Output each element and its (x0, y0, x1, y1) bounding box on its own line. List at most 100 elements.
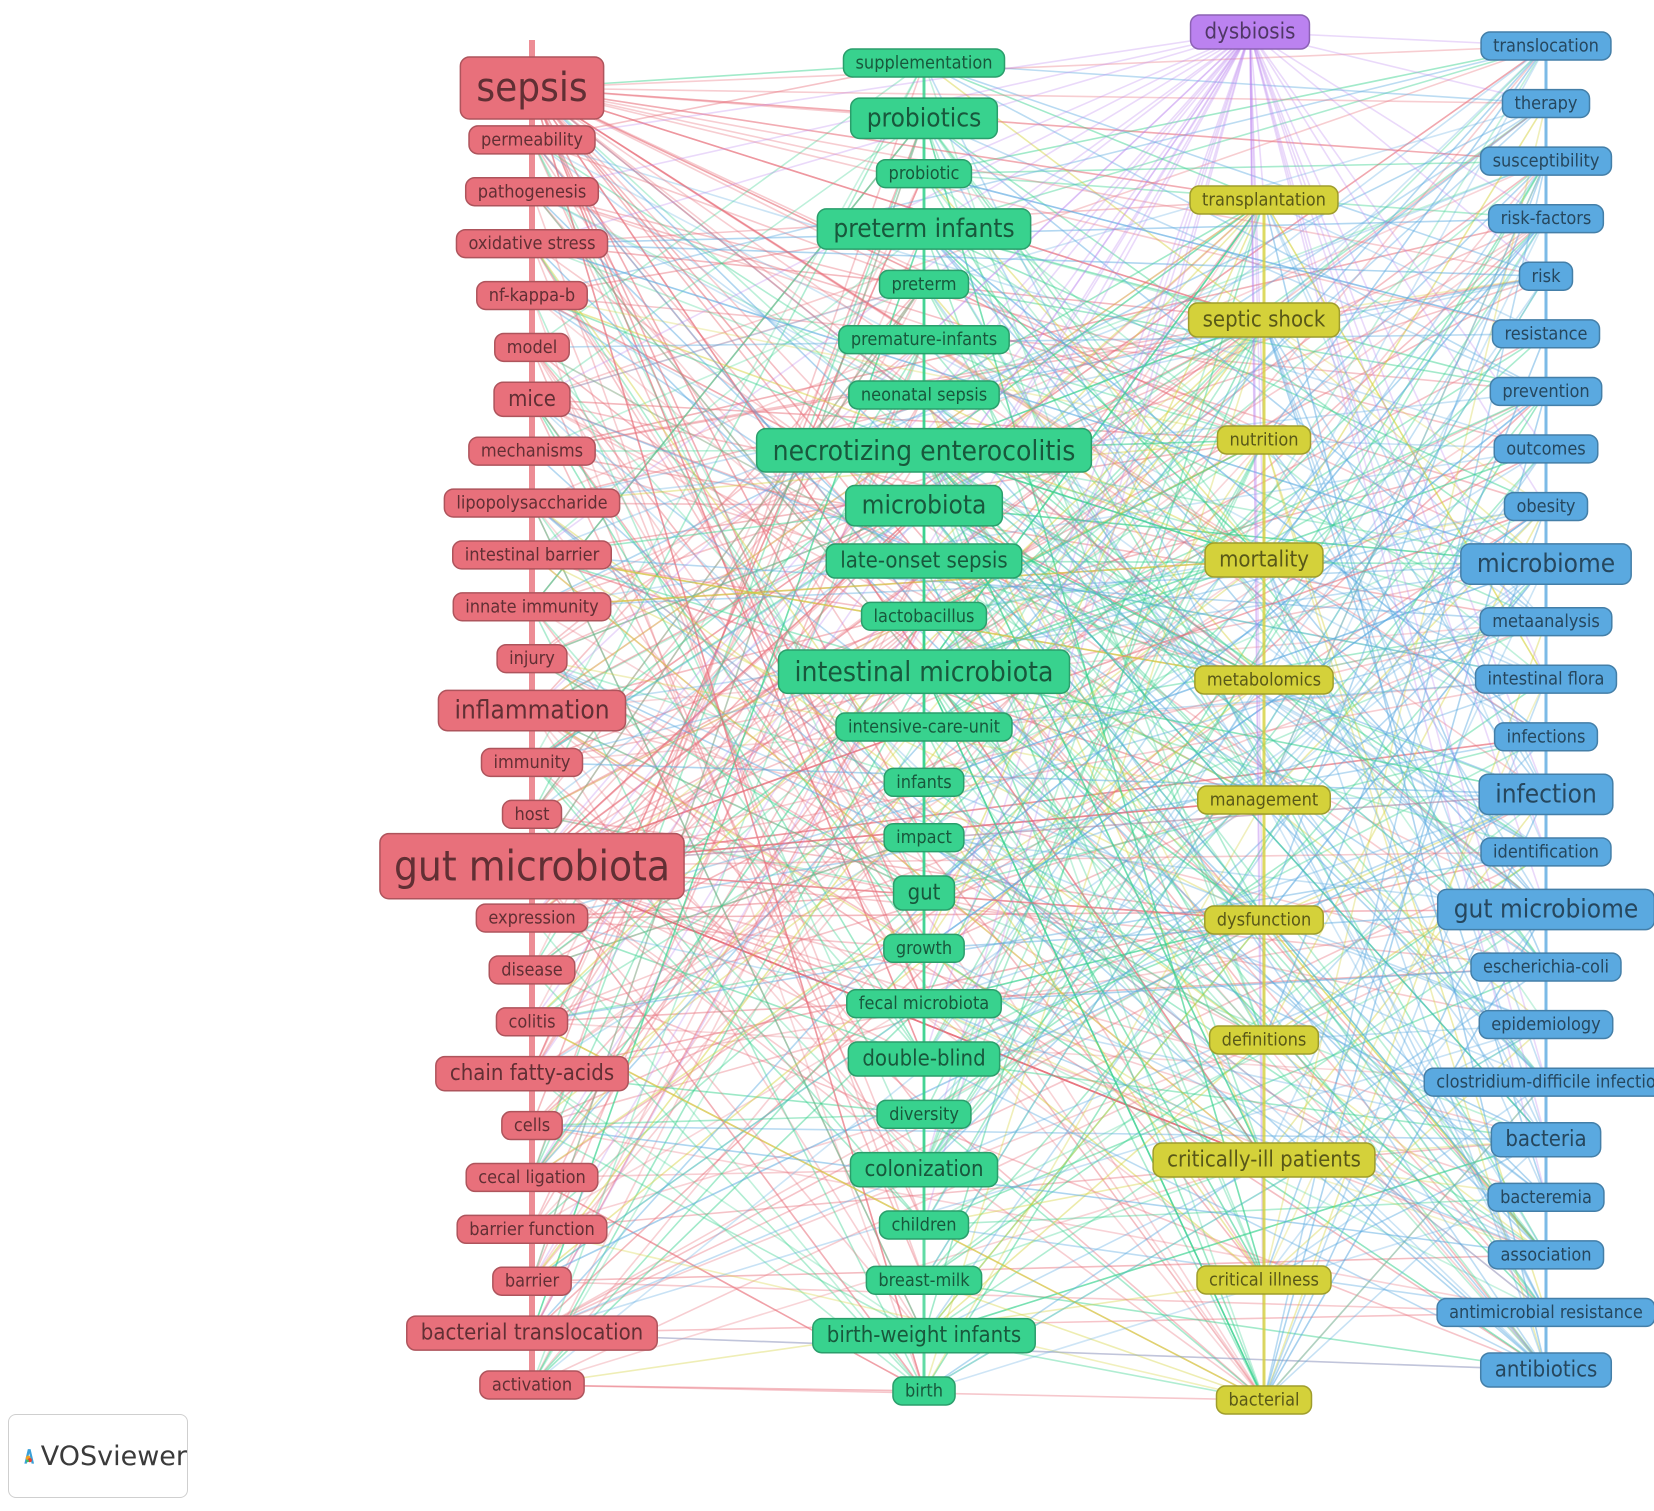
node-children[interactable]: children (878, 1210, 970, 1240)
node-gut-microbiota[interactable]: gut microbiota (379, 832, 685, 900)
network-link (531, 217, 1547, 452)
node-mortality[interactable]: mortality (1204, 542, 1324, 578)
node-premature-infants[interactable]: premature-infants (838, 324, 1010, 355)
node-colitis[interactable]: colitis (495, 1007, 569, 1037)
node-double-blind[interactable]: double-blind (847, 1041, 1001, 1077)
node-translocation[interactable]: translocation (1480, 31, 1612, 61)
network-link (923, 319, 1265, 1170)
node-resistance[interactable]: resistance (1491, 319, 1601, 349)
node-diversity[interactable]: diversity (876, 1099, 972, 1130)
node-identification[interactable]: identification (1480, 837, 1612, 867)
node-birth[interactable]: birth (892, 1376, 956, 1406)
node-sepsis[interactable]: sepsis (459, 56, 605, 120)
node-risk[interactable]: risk (1518, 261, 1574, 291)
node-supplementation[interactable]: supplementation (842, 48, 1006, 78)
network-link (923, 504, 1547, 565)
node-critical-illness[interactable]: critical illness (1196, 1265, 1332, 1295)
node-preterm-infants[interactable]: preterm infants (816, 208, 1032, 250)
node-risk-factors[interactable]: risk-factors (1487, 203, 1605, 234)
node-barrier[interactable]: barrier (492, 1266, 572, 1296)
node-necrotizing-enterocolitis[interactable]: necrotizing enterocolitis (755, 427, 1093, 473)
node-infections[interactable]: infections (1493, 722, 1599, 752)
node-intestinal-flora[interactable]: intestinal flora (1474, 664, 1618, 694)
node-intensive-care-unit[interactable]: intensive-care-unit (835, 712, 1013, 742)
node-bacteria[interactable]: bacteria (1490, 1121, 1602, 1158)
node-barrier-function[interactable]: barrier function (456, 1214, 608, 1245)
node-gut-microbiome[interactable]: gut microbiome (1436, 888, 1654, 931)
node-intestinal-microbiota[interactable]: intestinal microbiota (777, 649, 1071, 695)
node-susceptibility[interactable]: susceptibility (1479, 146, 1613, 176)
node-inflammation[interactable]: inflammation (437, 689, 627, 732)
node-clostridium-difficile-infectio[interactable]: clostridium-difficile infectio (1423, 1067, 1654, 1097)
node-innate-immunity[interactable]: innate immunity (452, 592, 612, 622)
node-infection[interactable]: infection (1478, 773, 1614, 816)
node-host[interactable]: host (501, 799, 563, 830)
node-bacterial-translocation[interactable]: bacterial translocation (406, 1315, 658, 1351)
node-fecal-microbiota[interactable]: fecal microbiota (846, 988, 1002, 1019)
node-microbiota[interactable]: microbiota (844, 484, 1004, 527)
node-preterm[interactable]: preterm (878, 269, 970, 300)
node-prevention[interactable]: prevention (1489, 376, 1603, 407)
node-injury[interactable]: injury (496, 643, 568, 674)
node-bacteremia[interactable]: bacteremia (1487, 1182, 1605, 1213)
node-pathogenesis[interactable]: pathogenesis (464, 177, 600, 207)
node-antimicrobial-resistance[interactable]: antimicrobial resistance (1436, 1297, 1654, 1328)
node-cells[interactable]: cells (501, 1110, 563, 1141)
network-link (1249, 31, 1547, 220)
node-impact[interactable]: impact (883, 822, 965, 853)
node-growth[interactable]: growth (883, 933, 965, 964)
network-link (531, 294, 1547, 393)
node-oxidative-stress[interactable]: oxidative stress (455, 228, 609, 259)
node-chain-fatty-acids[interactable]: chain fatty-acids (435, 1055, 629, 1092)
node-neonatal-sepsis[interactable]: neonatal sepsis (848, 380, 1000, 410)
node-microbiome[interactable]: microbiome (1460, 543, 1632, 585)
node-definitions[interactable]: definitions (1208, 1025, 1320, 1055)
node-transplantation[interactable]: transplantation (1189, 185, 1339, 215)
node-lactobacillus[interactable]: lactobacillus (860, 601, 988, 632)
network-link (923, 118, 1265, 1281)
node-disease[interactable]: disease (488, 955, 576, 985)
node-immunity[interactable]: immunity (480, 747, 584, 778)
network-link (923, 919, 1265, 1337)
node-mechanisms[interactable]: mechanisms (468, 436, 596, 466)
node-permeability[interactable]: permeability (468, 125, 596, 155)
node-dysbiosis[interactable]: dysbiosis (1189, 14, 1311, 50)
node-escherichia-coli[interactable]: escherichia-coli (1470, 952, 1622, 982)
node-colonization[interactable]: colonization (849, 1151, 999, 1188)
node-outcomes[interactable]: outcomes (1493, 434, 1599, 464)
node-infants[interactable]: infants (883, 767, 965, 798)
node-probiotic[interactable]: probiotic (875, 158, 973, 189)
node-birth-weight-infants[interactable]: birth-weight infants (812, 1317, 1036, 1354)
node-breast-milk[interactable]: breast-milk (865, 1265, 983, 1296)
node-dysfunction[interactable]: dysfunction (1204, 905, 1324, 935)
node-critically-ill-patients[interactable]: critically-ill patients (1152, 1142, 1376, 1178)
network-link (531, 851, 1547, 1075)
network-link (531, 339, 925, 815)
node-probiotics[interactable]: probiotics (849, 97, 999, 140)
node-late-onset-sepsis[interactable]: late-onset sepsis (825, 543, 1023, 579)
node-cecal-ligation[interactable]: cecal ligation (465, 1162, 599, 1193)
node-nutrition[interactable]: nutrition (1216, 425, 1312, 455)
node-antibiotics[interactable]: antibiotics (1479, 1352, 1613, 1388)
node-model[interactable]: model (494, 332, 570, 363)
node-metaanalysis[interactable]: metaanalysis (1479, 606, 1613, 637)
node-mice[interactable]: mice (493, 381, 571, 418)
node-nf-kappa-b[interactable]: nf-kappa-b (476, 280, 588, 311)
node-therapy[interactable]: therapy (1501, 88, 1591, 119)
node-epidemiology[interactable]: epidemiology (1478, 1009, 1614, 1040)
node-intestinal-barrier[interactable]: intestinal barrier (451, 540, 613, 570)
node-management[interactable]: management (1197, 785, 1331, 815)
node-obesity[interactable]: obesity (1503, 491, 1589, 522)
network-link (923, 160, 1547, 175)
node-septic-shock[interactable]: septic shock (1187, 302, 1341, 338)
network-link (923, 781, 1547, 1026)
node-activation[interactable]: activation (479, 1370, 585, 1400)
node-expression[interactable]: expression (475, 903, 589, 933)
node-metabolomics[interactable]: metabolomics (1194, 665, 1334, 695)
node-lipopolysaccharide[interactable]: lipopolysaccharide (443, 488, 621, 518)
node-association[interactable]: association (1487, 1240, 1605, 1270)
node-bacterial[interactable]: bacterial (1215, 1385, 1313, 1415)
node-box (452, 592, 612, 622)
network-link (531, 190, 1547, 508)
node-gut[interactable]: gut (892, 875, 956, 911)
